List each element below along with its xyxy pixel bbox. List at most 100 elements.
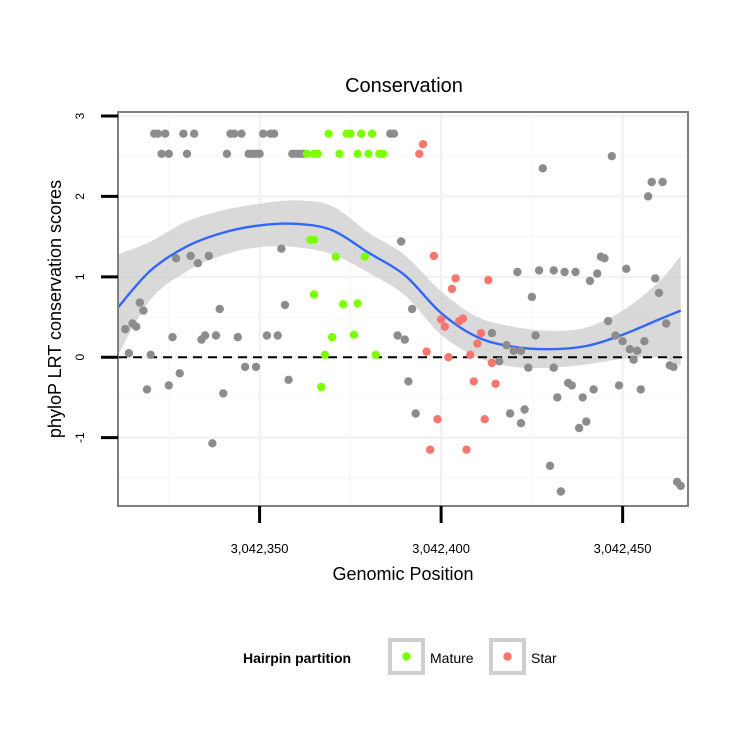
- point-other: [574, 423, 584, 433]
- point-other: [269, 129, 279, 138]
- point-other: [520, 405, 529, 414]
- point-other: [582, 417, 591, 426]
- point-mature: [317, 382, 326, 392]
- point-other: [219, 389, 228, 398]
- point-other: [251, 362, 261, 372]
- point-other: [643, 192, 653, 201]
- point-other: [513, 267, 522, 277]
- point-other: [516, 346, 526, 355]
- point-mature: [346, 129, 355, 138]
- y-tick-label: 2: [73, 193, 87, 200]
- point-other: [182, 149, 192, 158]
- y-tick-label: -1: [73, 432, 87, 443]
- confidence-band-area: [118, 200, 681, 369]
- point-other: [600, 254, 609, 263]
- point-other: [135, 298, 144, 307]
- point-star: [418, 140, 428, 149]
- point-mature: [309, 235, 319, 244]
- point-other: [611, 331, 620, 340]
- point-mature: [353, 149, 362, 158]
- legend-dot-star: [503, 652, 512, 661]
- confidence-band: [118, 200, 681, 369]
- point-other: [397, 237, 406, 246]
- point-other: [502, 341, 511, 350]
- point-other: [618, 337, 627, 346]
- point-star: [484, 275, 493, 285]
- point-star: [480, 415, 489, 424]
- point-other: [146, 350, 155, 359]
- point-other: [262, 331, 272, 340]
- point-other: [516, 419, 526, 428]
- data-points: [121, 129, 685, 496]
- point-star: [458, 314, 468, 323]
- x-tick-label: 3,042,450: [594, 541, 652, 556]
- point-star: [422, 347, 431, 356]
- legend-label-mature: Mature: [430, 650, 474, 666]
- point-mature: [320, 350, 330, 359]
- plot-panel: [118, 112, 688, 506]
- point-other: [585, 276, 595, 286]
- point-other: [658, 177, 667, 187]
- point-other: [230, 129, 239, 138]
- point-mature: [371, 350, 380, 359]
- point-other: [593, 269, 602, 278]
- point-star: [462, 445, 471, 454]
- x-tick-label: 3,042,350: [231, 541, 289, 556]
- point-mature: [331, 252, 340, 261]
- point-star: [426, 445, 435, 454]
- point-star: [440, 322, 449, 331]
- point-other: [168, 332, 177, 342]
- point-other: [495, 357, 504, 366]
- point-other: [589, 385, 598, 394]
- point-star: [436, 315, 446, 324]
- point-star: [451, 274, 460, 283]
- x-axis-label: Genomic Position: [332, 564, 473, 584]
- point-star: [491, 379, 500, 388]
- point-mature: [367, 129, 377, 138]
- point-mature: [309, 290, 319, 299]
- y-axis: -1 0 1 2 3: [73, 112, 118, 443]
- point-mature: [357, 129, 366, 138]
- point-other: [193, 259, 203, 268]
- point-other: [614, 381, 624, 390]
- smooth-curve: [117, 222, 682, 351]
- point-other: [636, 385, 645, 394]
- point-other: [549, 266, 558, 275]
- point-mature: [313, 149, 322, 158]
- point-other: [121, 324, 130, 334]
- point-other: [640, 337, 649, 346]
- plot-border: [117, 111, 689, 507]
- point-other: [622, 264, 631, 273]
- point-star: [476, 328, 486, 338]
- point-other: [571, 267, 580, 277]
- point-other: [400, 335, 409, 344]
- point-mature: [378, 149, 388, 158]
- point-other: [647, 177, 656, 187]
- point-other: [179, 129, 188, 138]
- point-other: [284, 375, 293, 384]
- x-tick-label: 3,042,400: [412, 541, 470, 556]
- point-other: [603, 316, 613, 326]
- point-other: [509, 346, 518, 355]
- point-other: [255, 149, 264, 158]
- point-other: [233, 332, 242, 342]
- point-other: [132, 322, 141, 331]
- point-other: [553, 393, 562, 402]
- point-other: [556, 487, 566, 496]
- point-other: [411, 409, 420, 418]
- point-other: [669, 362, 678, 372]
- point-other: [161, 129, 170, 138]
- point-other: [277, 244, 286, 253]
- point-mature: [338, 300, 348, 309]
- point-other: [578, 393, 587, 402]
- point-other: [211, 331, 221, 340]
- point-other: [393, 331, 402, 340]
- point-star: [469, 377, 478, 386]
- point-star: [415, 149, 424, 158]
- y-tick-label: 1: [73, 273, 87, 280]
- point-other: [190, 129, 199, 138]
- point-star: [444, 353, 453, 362]
- point-other: [259, 129, 268, 138]
- legend-title: Hairpin partition: [243, 650, 351, 666]
